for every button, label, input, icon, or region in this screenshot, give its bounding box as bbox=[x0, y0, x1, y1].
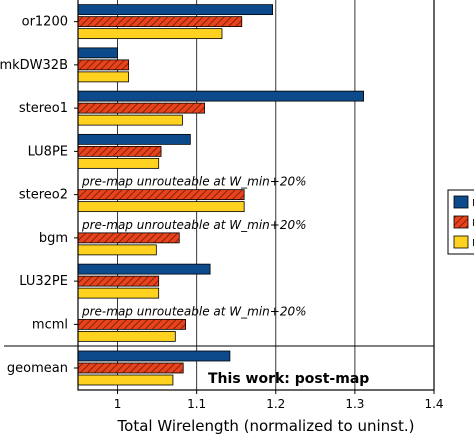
category-label: mkDW32B bbox=[0, 58, 68, 73]
bar-series-2 bbox=[77, 318, 186, 330]
bar-series-3 bbox=[77, 28, 223, 40]
x-axis-label: Total Wirelength (normalized to uninst.) bbox=[117, 417, 415, 435]
bar-series-2 bbox=[77, 232, 180, 244]
bar-series-3 bbox=[77, 244, 157, 256]
bar-series-1 bbox=[77, 4, 274, 16]
bar-series-3 bbox=[77, 287, 160, 299]
bar-series-1 bbox=[77, 90, 364, 102]
x-tick-label: 1.1 bbox=[187, 397, 206, 411]
legend-swatch bbox=[453, 235, 469, 249]
bar-series-2 bbox=[77, 59, 130, 71]
bars bbox=[77, 4, 364, 386]
bar-series-1 bbox=[77, 47, 118, 59]
category-label: LU8PE bbox=[28, 144, 68, 159]
category-label: geomean bbox=[7, 361, 68, 376]
category-label: stereo1 bbox=[19, 101, 68, 116]
annotation-label: pre-map unrouteable at W_min+20% bbox=[81, 304, 307, 318]
category-label: mcml bbox=[32, 317, 68, 332]
legend-label: r bbox=[472, 195, 474, 209]
bar-series-2 bbox=[77, 102, 205, 114]
bar-series-3 bbox=[77, 71, 130, 83]
bar-series-2 bbox=[77, 362, 184, 374]
category-label: stereo2 bbox=[19, 188, 68, 203]
legend-swatch bbox=[453, 215, 469, 229]
bar-series-1 bbox=[77, 133, 191, 145]
legend-swatch bbox=[453, 195, 469, 209]
category-label: or1200 bbox=[22, 15, 68, 30]
bar-series-3 bbox=[77, 201, 245, 213]
x-tick-label: 1.2 bbox=[266, 397, 285, 411]
annotation-label: pre-map unrouteable at W_min+20% bbox=[81, 218, 307, 232]
category-label: LU32PE bbox=[19, 274, 68, 289]
legend: rrr bbox=[447, 189, 474, 255]
labels: 1 1.1 1.2 1.3 1.4 or1200 mkDW32B stereo1 LU8PE st… bbox=[0, 15, 444, 411]
annotation-label: pre-map unrouteable at W_min+20% bbox=[81, 175, 307, 189]
category-label: bgm bbox=[39, 231, 68, 246]
plot-frame bbox=[77, 0, 435, 391]
bar-series-2 bbox=[77, 145, 162, 157]
legend-label: r bbox=[472, 215, 474, 229]
bar-series-1 bbox=[77, 263, 211, 275]
bar-series-3 bbox=[77, 374, 174, 386]
x-tick-label: 1.3 bbox=[345, 397, 364, 411]
x-tick-label: 1 bbox=[114, 397, 122, 411]
bar-series-3 bbox=[77, 114, 183, 126]
bar-series-3 bbox=[77, 330, 176, 342]
bar-series-2 bbox=[77, 16, 243, 28]
bar-series-2 bbox=[77, 275, 160, 287]
bar-series-2 bbox=[77, 189, 245, 201]
x-tick-label: 1.4 bbox=[424, 397, 443, 411]
bar-series-3 bbox=[77, 157, 160, 169]
bar-series-1 bbox=[77, 350, 231, 362]
legend-label: r bbox=[472, 235, 474, 249]
watermark-label: This work: post-map bbox=[208, 371, 369, 387]
